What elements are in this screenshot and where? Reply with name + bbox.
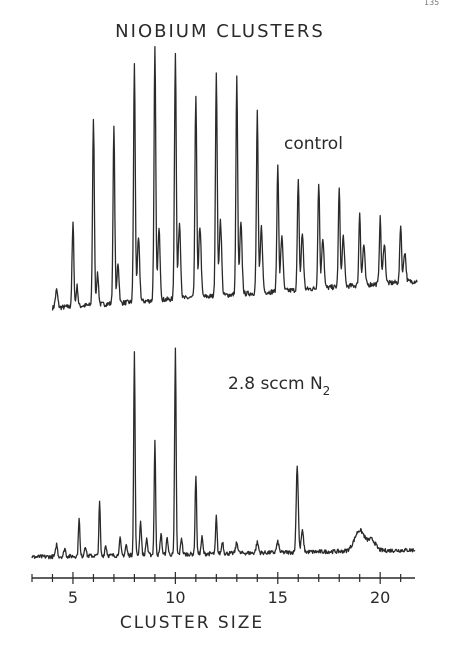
chart-title: NIOBIUM CLUSTERS [115,21,325,42]
trace-label-n2-text: 2.8 sccm N [228,374,323,394]
panel-control: control [51,46,418,311]
x-tick-label-10: 10 [165,588,185,607]
x-tick-label-20: 20 [370,588,390,607]
trace-label-n2: 2.8 sccm N2 [228,374,330,398]
x-tick-label-15: 15 [268,588,288,607]
spectrum-trace-control [51,46,418,311]
x-ticks: 5 10 15 20 [31,572,402,607]
x-axis: 5 10 15 20 [31,572,415,607]
x-tick-label-5: 5 [68,588,78,607]
trace-label-control: control [284,134,343,154]
x-axis-label: CLUSTER SIZE [120,613,264,633]
spectrum-trace-n2 [31,347,416,560]
page-number: 135 [424,0,439,7]
panel-n2: 2.8 sccm N2 [31,347,416,560]
trace-label-n2-subscript: 2 [323,384,331,398]
